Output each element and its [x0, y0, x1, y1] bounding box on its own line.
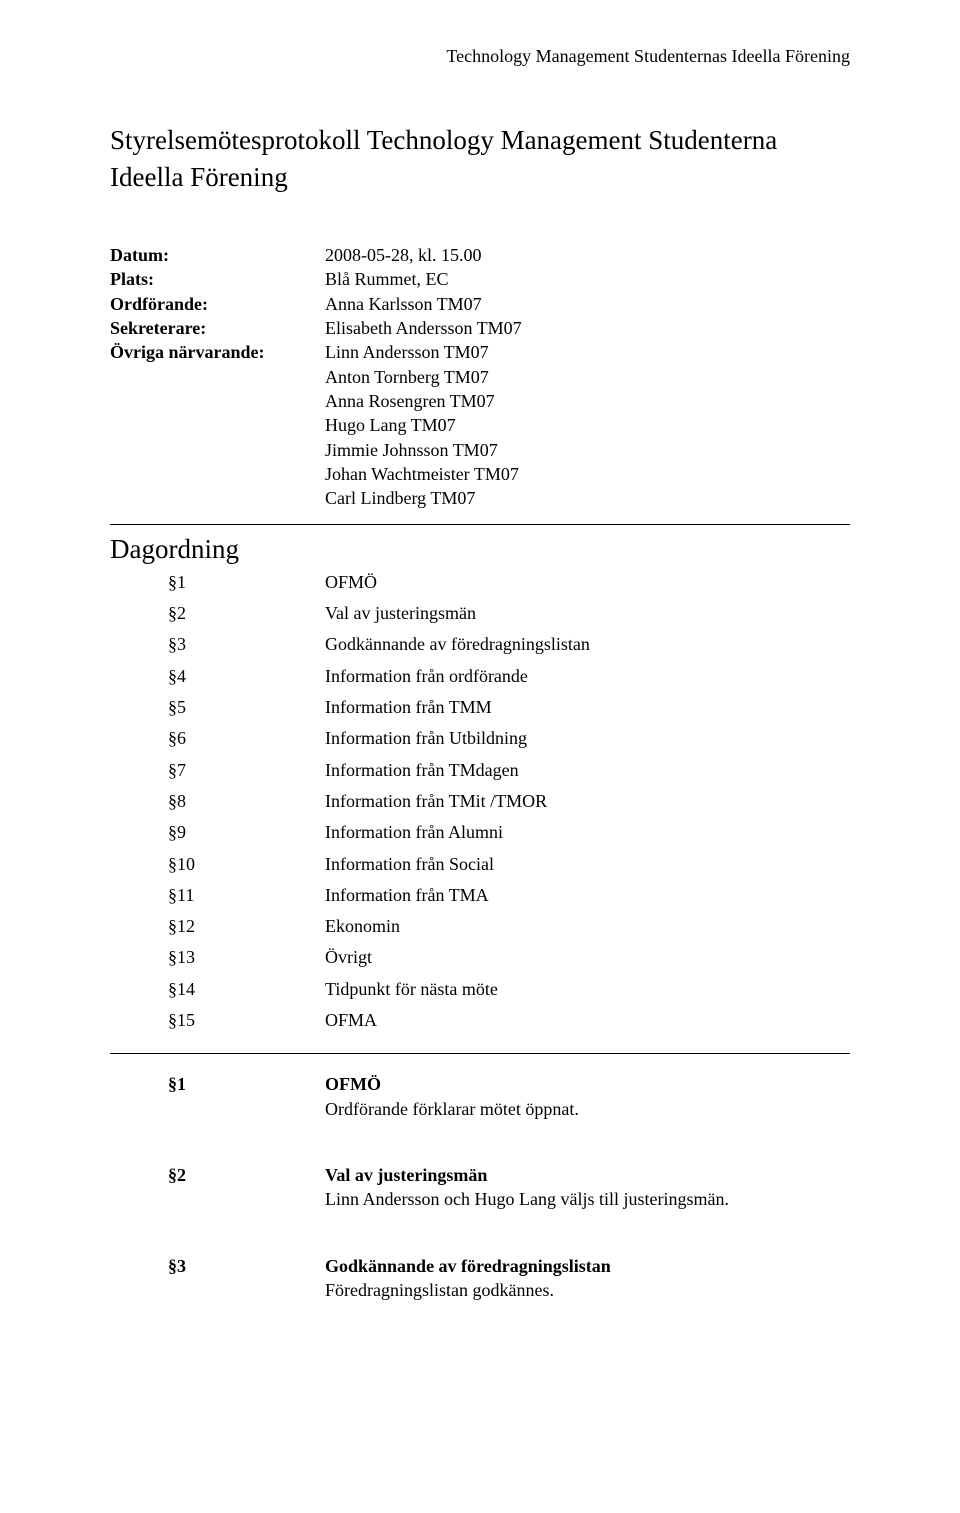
agenda-item-number: §15	[110, 1008, 325, 1039]
agenda-item-title: Information från TMit /TMOR	[325, 789, 590, 820]
agenda-item-number: §14	[110, 977, 325, 1008]
agenda-item-number: §4	[110, 664, 325, 695]
agenda-item-title: Information från Utbildning	[325, 726, 590, 757]
agenda-item-title: OFMÖ	[325, 570, 590, 601]
section-heading: OFMÖ	[325, 1072, 579, 1096]
agenda-item-number: §8	[110, 789, 325, 820]
agenda-item-number: §2	[110, 601, 325, 632]
section-body: Föredragningslistan godkännes.	[325, 1278, 611, 1302]
agenda-item-title: Information från Alumni	[325, 820, 590, 851]
meta-label-ovriga: Övriga närvarande:	[110, 340, 325, 510]
agenda-item-number: §5	[110, 695, 325, 726]
agenda-item-number: §11	[110, 883, 325, 914]
meta-value-ovriga: Linn Andersson TM07Anton Tornberg TM07An…	[325, 340, 522, 510]
meta-value-sekreterare: Elisabeth Andersson TM07	[325, 316, 522, 340]
agenda-item-title: Information från TMdagen	[325, 758, 590, 789]
meta-label-ordforande: Ordförande:	[110, 292, 325, 316]
agenda-item-number: §1	[110, 570, 325, 601]
section-heading: Val av justeringsmän	[325, 1163, 729, 1187]
meta-label-sekreterare: Sekreterare:	[110, 316, 325, 340]
agenda-item-title: OFMA	[325, 1008, 590, 1039]
page-header-org: Technology Management Studenternas Ideel…	[110, 44, 850, 68]
attendee: Anton Tornberg TM07	[325, 365, 522, 389]
section-number: §1	[110, 1072, 325, 1096]
meeting-meta-table: Datum: 2008-05-28, kl. 15.00 Plats: Blå …	[110, 243, 522, 510]
agenda-item-number: §9	[110, 820, 325, 851]
agenda-item-title: Information från TMA	[325, 883, 590, 914]
agenda-table: §1OFMÖ§2Val av justeringsmän§3Godkännand…	[110, 570, 590, 1039]
attendee: Carl Lindberg TM07	[325, 486, 522, 510]
section-number: §2	[110, 1163, 325, 1187]
dagordning-heading: Dagordning	[110, 531, 850, 567]
meta-value-ordforande: Anna Karlsson TM07	[325, 292, 522, 316]
agenda-item-title: Information från Social	[325, 852, 590, 883]
agenda-item-number: §12	[110, 914, 325, 945]
agenda-item-title: Val av justeringsmän	[325, 601, 590, 632]
agenda-item-number: §10	[110, 852, 325, 883]
agenda-item-number: §6	[110, 726, 325, 757]
agenda-item-number: §3	[110, 632, 325, 663]
meta-value-datum: 2008-05-28, kl. 15.00	[325, 243, 522, 267]
document-title: Styrelsemötesprotokoll Technology Manage…	[110, 122, 850, 195]
meta-value-plats: Blå Rummet, EC	[325, 267, 522, 291]
divider	[110, 1053, 850, 1054]
section-body: Linn Andersson och Hugo Lang väljs till …	[325, 1187, 729, 1211]
agenda-item-title: Information från ordförande	[325, 664, 590, 695]
section-heading: Godkännande av föredragningslistan	[325, 1254, 611, 1278]
attendee: Hugo Lang TM07	[325, 413, 522, 437]
agenda-item-number: §7	[110, 758, 325, 789]
agenda-item-title: Information från TMM	[325, 695, 590, 726]
attendee: Johan Wachtmeister TM07	[325, 462, 522, 486]
section-body: Ordförande förklarar mötet öppnat.	[325, 1097, 579, 1121]
attendee: Anna Rosengren TM07	[325, 389, 522, 413]
agenda-item-title: Godkännande av föredragningslistan	[325, 632, 590, 663]
agenda-item-title: Övrigt	[325, 945, 590, 976]
meta-label-plats: Plats:	[110, 267, 325, 291]
section-number: §3	[110, 1254, 325, 1278]
attendee: Jimmie Johnsson TM07	[325, 438, 522, 462]
agenda-item-title: Tidpunkt för nästa möte	[325, 977, 590, 1008]
divider	[110, 524, 850, 525]
agenda-item-number: §13	[110, 945, 325, 976]
meta-label-datum: Datum:	[110, 243, 325, 267]
attendee: Linn Andersson TM07	[325, 340, 522, 364]
agenda-item-title: Ekonomin	[325, 914, 590, 945]
